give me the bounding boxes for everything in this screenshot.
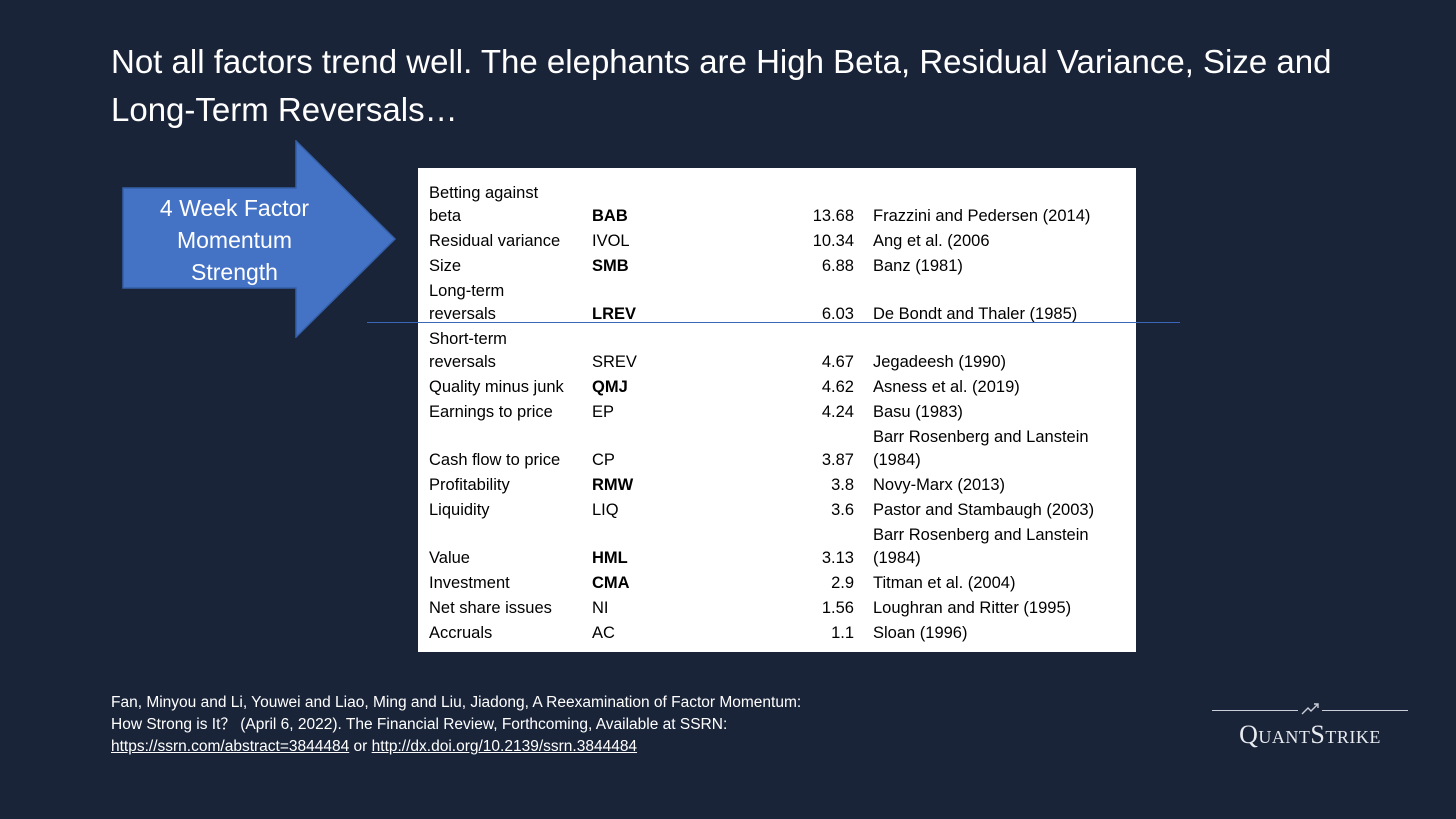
quantstrike-logo: QuantStrike xyxy=(1212,702,1408,752)
citation: Fan, Minyou and Li, Youwei and Liao, Min… xyxy=(111,692,831,758)
table-row: Betting against beta BAB 13.68 Frazzini a… xyxy=(429,182,1119,230)
table-row: Long-term reversals LREV 6.03 De Bondt an… xyxy=(429,280,1119,328)
factor-reference: Barr Rosenberg and Lanstein (1984) xyxy=(873,428,1089,469)
factor-value: 4.67 xyxy=(821,353,854,371)
factor-abbr: HML xyxy=(592,549,628,567)
table-row: Liquidity LIQ 3.6 Pastor and Stambaugh (… xyxy=(429,499,1119,524)
factor-reference: Sloan (1996) xyxy=(873,624,968,642)
divider-line xyxy=(367,322,1180,323)
factor-value: 1.56 xyxy=(821,599,854,617)
factor-name: Earnings to price xyxy=(429,403,553,421)
factor-reference: Asness et al. (2019) xyxy=(873,378,1020,396)
factor-reference: De Bondt and Thaler (1985) xyxy=(873,305,1078,323)
factor-abbr: CMA xyxy=(592,574,630,592)
factor-value: 13.68 xyxy=(812,207,854,225)
factor-name: Investment xyxy=(429,574,510,592)
citation-separator: or xyxy=(349,738,372,755)
factor-abbr: SREV xyxy=(592,353,637,371)
factor-value: 1.1 xyxy=(831,624,854,642)
arrow-label-line: Strength xyxy=(191,259,278,285)
factor-reference: Pastor and Stambaugh (2003) xyxy=(873,501,1095,519)
factor-value: 3.8 xyxy=(831,476,854,494)
right-arrow-icon xyxy=(122,140,397,338)
factor-abbr: CP xyxy=(592,451,615,469)
factor-abbr: SMB xyxy=(592,257,629,275)
factor-value: 10.34 xyxy=(812,232,854,250)
slide-title: Not all factors trend well. The elephant… xyxy=(111,43,1332,128)
table-row: Value HML 3.13 Barr Rosenberg and Lanste… xyxy=(429,524,1119,572)
ssrn-link[interactable]: https://ssrn.com/abstract=3844484 xyxy=(111,738,350,755)
factor-name: Residual variance xyxy=(429,232,561,250)
factor-reference: Banz (1981) xyxy=(873,257,963,275)
logo-text: QuantStrike xyxy=(1239,720,1381,749)
table-row: Cash flow to price CP 3.87 Barr Rosenber… xyxy=(429,426,1119,474)
factor-abbr: LIQ xyxy=(592,501,619,519)
table-row: Size SMB 6.88 Banz (1981) xyxy=(429,255,1119,280)
factor-value: 6.88 xyxy=(821,257,854,275)
table-row: Profitability RMW 3.8 Novy-Marx (2013) xyxy=(429,474,1119,499)
factor-name: Size xyxy=(429,257,462,275)
factor-abbr: RMW xyxy=(592,476,634,494)
table-row: Earnings to price EP 4.24 Basu (1983) xyxy=(429,401,1119,426)
factor-name: Long-term reversals xyxy=(429,282,505,323)
factor-reference: Titman et al. (2004) xyxy=(873,574,1016,592)
factor-name: Net share issues xyxy=(429,599,552,617)
factor-name: Cash flow to price xyxy=(429,451,561,469)
trend-arrow-icon xyxy=(1301,703,1319,715)
logo-rule-right xyxy=(1322,710,1408,711)
factor-abbr: QMJ xyxy=(592,378,628,396)
factor-value: 3.13 xyxy=(821,549,854,567)
table-row: Net share issues NI 1.56 Loughran and Ri… xyxy=(429,597,1119,622)
table-row: Investment CMA 2.9 Titman et al. (2004) xyxy=(429,572,1119,597)
momentum-arrow: 4 Week Factor Momentum Strength xyxy=(122,140,397,338)
factor-abbr: AC xyxy=(592,624,615,642)
factor-name: Accruals xyxy=(429,624,493,642)
factor-table: Betting against beta BAB 13.68 Frazzini a… xyxy=(429,182,1119,647)
factor-table-panel: Betting against beta BAB 13.68 Frazzini a… xyxy=(418,168,1136,652)
factor-abbr: NI xyxy=(592,599,609,617)
factor-name: Liquidity xyxy=(429,501,490,519)
factor-abbr: EP xyxy=(592,403,615,421)
factor-name: Value xyxy=(429,549,470,567)
factor-reference: Loughran and Ritter (1995) xyxy=(873,599,1072,617)
factor-abbr: IVOL xyxy=(592,232,630,250)
table-row: Short-term reversals SREV 4.67 Jegadeesh … xyxy=(429,328,1119,376)
factor-abbr: LREV xyxy=(592,305,637,323)
arrow-label-line: 4 Week Factor xyxy=(159,195,310,221)
arrow-label-line: Momentum xyxy=(176,227,293,253)
factor-reference: Basu (1983) xyxy=(873,403,963,421)
table-row: Quality minus junk QMJ 4.62 Asness et al… xyxy=(429,376,1119,401)
factor-reference: Frazzini and Pedersen (2014) xyxy=(873,207,1091,225)
table-row: Accruals AC 1.1 Sloan (1996) xyxy=(429,622,1119,647)
factor-name: Quality minus junk xyxy=(429,378,564,396)
factor-name: Short-term reversals xyxy=(429,330,507,371)
factor-value: 6.03 xyxy=(821,305,854,323)
factor-value: 3.6 xyxy=(831,501,854,519)
citation-text: Fan, Minyou and Li, Youwei and Liao, Min… xyxy=(111,694,802,733)
logo-rule-left xyxy=(1212,710,1298,711)
table-row: Residual variance IVOL 10.34 Ang et al. … xyxy=(429,230,1119,255)
factor-reference: Jegadeesh (1990) xyxy=(873,353,1007,371)
factor-name: Profitability xyxy=(429,476,510,494)
arrow-label: 4 Week Factor Momentum Strength xyxy=(132,192,337,288)
doi-link[interactable]: http://dx.doi.org/10.2139/ssrn.3844484 xyxy=(371,738,638,755)
factor-reference: Novy-Marx (2013) xyxy=(873,476,1006,494)
factor-value: 4.62 xyxy=(821,378,854,396)
factor-reference: Barr Rosenberg and Lanstein (1984) xyxy=(873,526,1089,567)
factor-name: Betting against beta xyxy=(429,184,539,225)
factor-reference: Ang et al. (2006 xyxy=(873,232,990,250)
factor-value: 2.9 xyxy=(831,574,854,592)
factor-abbr: BAB xyxy=(592,207,628,225)
factor-value: 4.24 xyxy=(821,403,854,421)
factor-value: 3.87 xyxy=(821,451,854,469)
